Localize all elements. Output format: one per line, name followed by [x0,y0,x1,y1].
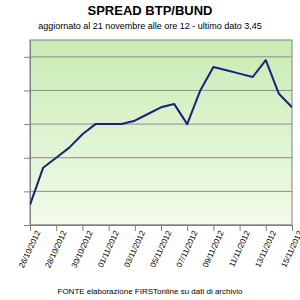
x-tick-label: 09/11/2012 [201,229,226,269]
x-tick-label: 05/11/2012 [149,229,174,269]
y-tick [24,124,30,125]
y-tick [24,90,30,91]
x-tick-mark [292,225,293,231]
series [30,60,292,205]
x-tick-mark [187,225,188,231]
y-tick [24,158,30,159]
x-tick: 26/10/2012 [17,225,42,269]
x-tick-mark [161,225,162,231]
chart: SPREAD BTP/BUND aggiornato al 21 novembre… [0,0,300,300]
x-tick-label: 28/10/2012 [43,229,68,270]
y-tick [24,57,30,58]
x-tick: 28/10/2012 [43,225,68,269]
y-tick-mark [24,90,30,91]
plot: 26/10/201228/10/201230/10/201201/11/2012… [17,40,300,269]
x-tick-label: 03/11/2012 [122,229,147,269]
plot-frame [30,40,292,225]
y-tick [24,191,30,192]
x-tick: 11/11/2012 [227,225,252,268]
grid-line [30,157,292,158]
x-tick-mark [109,225,110,231]
x-tick: 15/11/2012 [280,225,300,269]
y-tick-mark [24,57,30,58]
x-tick-label: 01/11/2012 [96,229,121,269]
y-tick-mark [24,191,30,192]
x-tick: 07/11/2012 [175,225,200,269]
x-tick-mark [82,225,83,231]
line [30,60,292,205]
x-tick: 03/11/2012 [122,225,147,269]
x-tick: 30/10/2012 [70,225,95,269]
x-tick-label: 07/11/2012 [175,229,200,269]
x-tick-mark [266,225,267,231]
x-tick: 13/11/2012 [253,225,278,269]
x-axis: 26/10/201228/10/201230/10/201201/11/2012… [17,225,300,269]
x-tick-mark [213,225,214,231]
y-axis-line [30,41,31,226]
y-tick-mark [24,124,30,125]
subtitle: aggiornato al 21 novembre alle ore 12 - … [38,21,262,31]
x-tick: 05/11/2012 [149,225,174,269]
x-tick-label: 30/10/2012 [70,229,95,270]
grid-line [30,56,292,57]
grid-line [30,191,292,192]
grid-line [30,90,292,91]
x-tick-mark [135,225,136,231]
x-tick-mark [56,225,57,231]
y-tick-mark [24,225,30,226]
annotation: FONTE elaborazione FIRSTonline su dati d… [58,287,244,296]
x-tick: 09/11/2012 [201,225,226,269]
y-tick-mark [24,158,30,159]
x-tick: 01/11/2012 [96,225,121,269]
x-tick-label: 11/11/2012 [227,229,252,269]
grid [30,57,292,225]
y-axis [24,41,31,226]
x-tick-label: 26/10/2012 [17,229,42,270]
x-tick-label: 15/11/2012 [280,229,300,269]
x-tick-mark [240,225,241,231]
grid-line [30,124,292,125]
y-tick [24,225,30,226]
x-tick-mark [30,225,31,231]
title: SPREAD BTP/BUND [88,3,213,18]
x-tick-label: 13/11/2012 [253,229,278,269]
